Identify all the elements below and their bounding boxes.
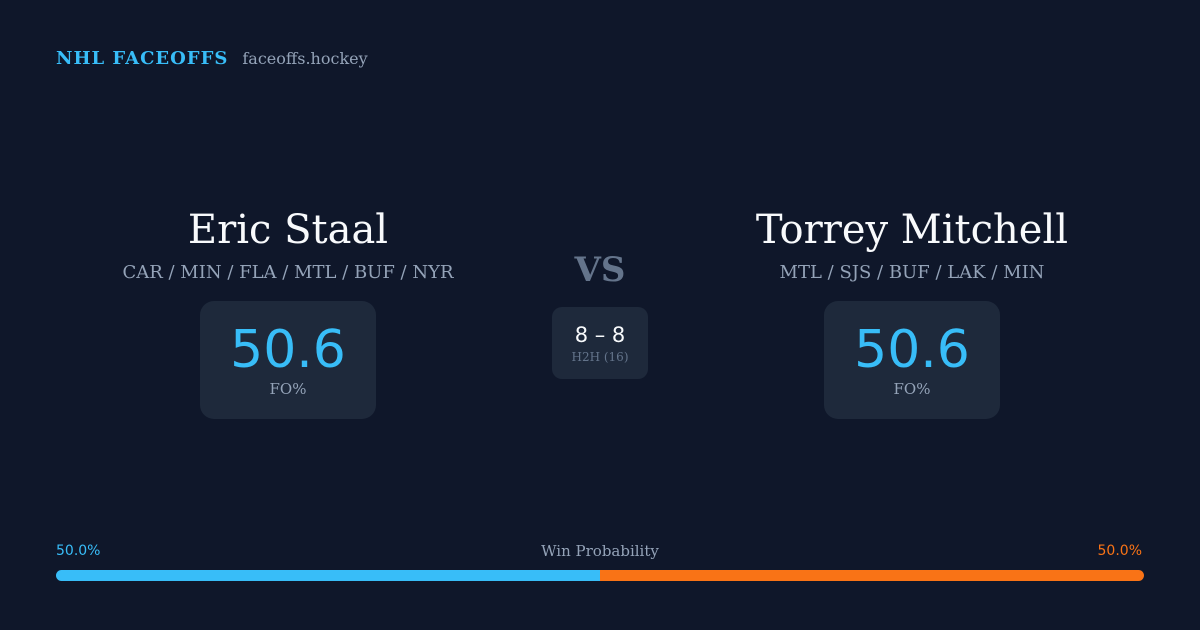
win-probability-right: 50.0%: [1097, 543, 1142, 559]
player-right-stat-label: FO%: [893, 380, 931, 398]
win-probability-fill-right: [600, 570, 1144, 581]
head-to-head-card: 8 – 8 H2H (16): [552, 307, 648, 379]
win-probability-fill-left: [56, 570, 600, 581]
player-right-teams: MTL / SJS / BUF / LAK / MIN: [779, 262, 1045, 283]
player-left-name: Eric Staal: [187, 207, 389, 253]
player-left-teams: CAR / MIN / FLA / MTL / BUF / NYR: [122, 262, 454, 283]
win-probability-bar: [56, 570, 1144, 581]
head-to-head-label: H2H (16): [571, 350, 629, 364]
brand-header: NHL FACEOFFS faceoffs.hockey: [56, 48, 368, 69]
head-to-head-score: 8 – 8: [574, 323, 626, 347]
player-left-stat-label: FO%: [269, 380, 307, 398]
versus-label: VS: [574, 250, 626, 290]
player-left-panel: Eric Staal CAR / MIN / FLA / MTL / BUF /…: [58, 200, 518, 419]
player-left-stat-card: 50.6 FO%: [200, 301, 376, 419]
brand-name: NHL FACEOFFS: [56, 48, 229, 69]
player-right-name: Torrey Mitchell: [755, 207, 1069, 253]
player-left-fo-percent: 50.6: [230, 320, 346, 380]
brand-site: faceoffs.hockey: [242, 49, 368, 68]
player-right-stat-card: 50.6 FO%: [824, 301, 1000, 419]
win-probability-left: 50.0%: [56, 543, 101, 559]
player-right-fo-percent: 50.6: [854, 320, 970, 380]
player-right-panel: Torrey Mitchell MTL / SJS / BUF / LAK / …: [682, 200, 1142, 419]
win-probability-title: Win Probability: [541, 542, 659, 560]
